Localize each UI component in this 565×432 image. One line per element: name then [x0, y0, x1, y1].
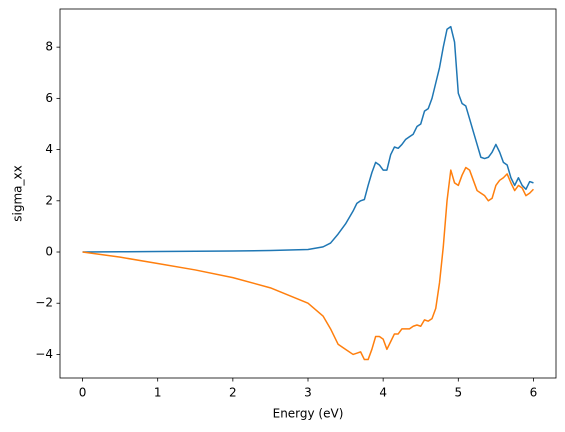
y-tick-label: −4	[35, 347, 53, 361]
y-tick-label: 8	[45, 40, 53, 54]
x-axis-label: Energy (eV)	[273, 407, 344, 421]
x-tick-label: 1	[154, 386, 162, 400]
y-tick-label: 4	[45, 142, 53, 156]
line-series	[82, 25, 534, 253]
y-axis-label: sigma_xx	[11, 165, 25, 221]
x-tick-label: 0	[79, 386, 87, 400]
y-tick-label: 0	[45, 245, 53, 259]
x-tick-label: 3	[304, 386, 312, 400]
x-tick-label: 5	[454, 386, 462, 400]
y-tick-label: 6	[45, 91, 53, 105]
line-series	[82, 166, 534, 361]
y-tick-label: 2	[45, 193, 53, 207]
x-tick-label: 6	[530, 386, 538, 400]
y-tick-label: −2	[35, 296, 53, 310]
x-tick-label: 2	[229, 386, 237, 400]
x-tick-label: 4	[379, 386, 387, 400]
